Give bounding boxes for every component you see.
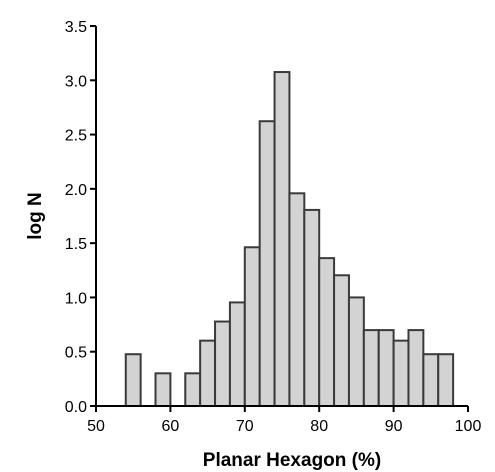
histogram-bar-54: [124, 353, 142, 407]
x-axis-label: Planar Hexagon (%): [203, 450, 381, 471]
y-tick-label: 1.0: [65, 290, 87, 307]
y-tick-label: 2.0: [65, 182, 87, 199]
histogram-bar-88: [377, 329, 395, 408]
histogram-bar-66: [214, 320, 231, 408]
histogram-bar-64: [199, 339, 217, 408]
x-tick-label: 50: [87, 418, 105, 435]
histogram-bar-80: [318, 257, 336, 407]
axes-group: [95, 26, 468, 407]
bars-group: [124, 71, 455, 408]
y-axis-label: log N: [25, 192, 46, 240]
histogram-bar-72: [258, 120, 276, 408]
x-tick-label: 80: [310, 418, 328, 435]
histogram-bar-92: [407, 329, 425, 408]
x-tick-label: 70: [236, 418, 254, 435]
ticks-group: 50 60 70 80 90 100 0.0 0.5 1.0 1.5 2.0 2.5 3.0 3.5: [65, 19, 482, 435]
histogram-bar-82: [333, 274, 350, 407]
y-tick-label: 1.5: [65, 236, 87, 253]
y-tick-label: 2.5: [65, 128, 87, 145]
histogram-bar-58: [154, 372, 172, 408]
histogram-bar-78: [303, 208, 321, 407]
histogram-bar-74: [273, 71, 291, 408]
x-tick-label: 60: [162, 418, 180, 435]
histogram-bar-70: [243, 246, 261, 407]
y-tick-label: 0.5: [65, 345, 87, 362]
y-tick-label: 3.5: [65, 19, 87, 36]
histogram-bar-96: [437, 353, 455, 407]
histogram-bar-68: [228, 301, 246, 407]
histogram-bar-86: [362, 329, 380, 408]
y-tick-label: 3.0: [65, 73, 87, 90]
y-tick-label: 0.0: [65, 399, 87, 416]
histogram-bar-84: [347, 296, 365, 407]
histogram-bar-76: [288, 192, 306, 407]
histogram-bar-90: [392, 339, 410, 408]
histogram-bar-94: [422, 353, 440, 407]
histogram-bar-62: [184, 372, 202, 408]
x-tick-label: 100: [455, 418, 482, 435]
x-tick-label: 90: [385, 418, 403, 435]
